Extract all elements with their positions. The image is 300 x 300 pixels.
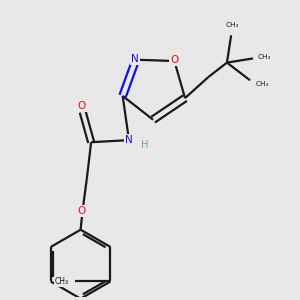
- Text: CH₃: CH₃: [258, 54, 272, 60]
- Text: O: O: [170, 55, 178, 65]
- Text: O: O: [78, 101, 86, 111]
- Text: CH₃: CH₃: [255, 82, 268, 88]
- Text: CH₃: CH₃: [226, 22, 239, 28]
- Text: H: H: [141, 140, 148, 150]
- Text: N: N: [125, 135, 133, 145]
- Text: O: O: [78, 206, 86, 216]
- Text: CH₃: CH₃: [54, 277, 68, 286]
- Text: N: N: [131, 54, 139, 64]
